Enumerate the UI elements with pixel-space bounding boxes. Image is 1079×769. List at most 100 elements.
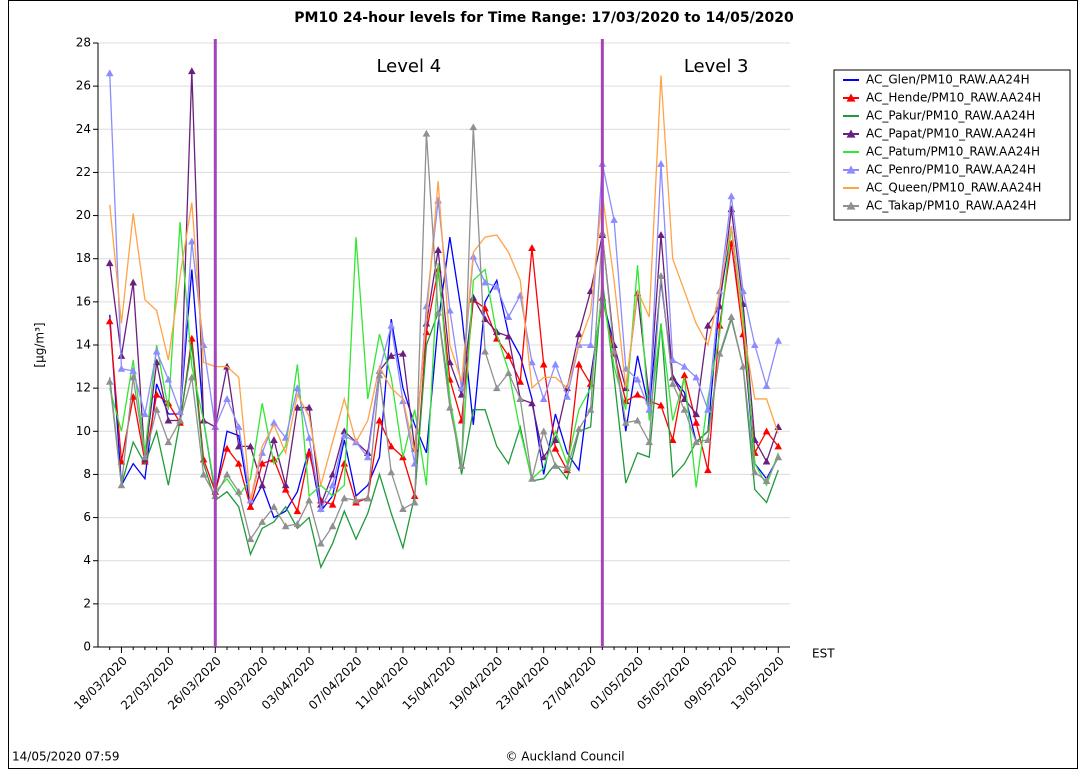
point-marker — [539, 427, 548, 435]
point-marker — [539, 453, 548, 461]
point-marker — [305, 403, 313, 411]
point-marker — [340, 494, 349, 502]
point-marker — [762, 457, 771, 465]
point-marker — [692, 373, 700, 381]
point-marker — [363, 494, 372, 502]
point-marker — [668, 373, 677, 381]
point-marker — [504, 332, 513, 340]
point-marker — [152, 390, 161, 398]
point-marker — [774, 336, 783, 344]
point-marker — [234, 442, 243, 450]
point-marker — [633, 375, 642, 383]
point-marker — [504, 313, 513, 320]
point-marker — [751, 341, 759, 349]
point-marker — [199, 341, 208, 349]
series-line — [109, 75, 779, 501]
point-marker — [410, 498, 419, 506]
point-marker — [610, 347, 618, 355]
y-tick-label: 6 — [83, 510, 91, 524]
y-tick-label: 26 — [76, 79, 91, 93]
point-marker — [516, 291, 525, 299]
legend-marker — [846, 165, 856, 174]
point-marker — [668, 436, 677, 443]
point-marker — [551, 462, 560, 469]
y-tick-label: 22 — [76, 165, 91, 179]
annotation-label: Level 3 — [684, 56, 749, 77]
point-marker — [575, 330, 583, 338]
point-marker — [692, 438, 700, 446]
point-marker — [293, 384, 302, 392]
point-marker — [457, 462, 466, 469]
point-marker — [117, 364, 126, 372]
y-tick-label: 4 — [83, 553, 91, 567]
point-marker — [727, 205, 736, 213]
point-marker — [305, 496, 313, 504]
point-marker — [105, 377, 114, 385]
point-marker — [105, 69, 114, 77]
point-marker — [246, 442, 255, 450]
y-tick-label: 28 — [76, 36, 91, 50]
point-marker — [727, 192, 736, 200]
point-marker — [516, 377, 525, 385]
point-marker — [715, 349, 724, 357]
point-marker — [281, 485, 290, 493]
y-tick-label: 14 — [76, 338, 91, 352]
point-marker — [375, 367, 384, 374]
point-marker — [281, 481, 290, 489]
point-marker — [270, 502, 278, 510]
point-marker — [141, 453, 149, 461]
legend-label: AC_Queen/PM10_RAW.AA24H — [866, 181, 1041, 195]
point-marker — [164, 375, 173, 383]
point-marker — [610, 216, 618, 223]
point-marker — [223, 444, 231, 452]
point-marker — [281, 522, 290, 530]
legend-label: AC_Takap/PM10_RAW.AA24H — [866, 199, 1036, 213]
point-marker — [751, 468, 759, 476]
y-tick-label: 18 — [76, 251, 91, 265]
point-marker — [422, 129, 431, 137]
footer-credit: © Auckland Council — [505, 750, 624, 764]
point-marker — [234, 487, 243, 495]
point-marker — [528, 244, 536, 251]
point-marker — [129, 373, 137, 381]
point-marker — [152, 347, 161, 355]
point-marker — [481, 278, 489, 286]
point-marker — [528, 474, 536, 482]
y-tick-label: 0 — [83, 640, 91, 654]
point-marker — [657, 231, 665, 239]
point-marker — [352, 496, 360, 504]
point-marker — [621, 418, 630, 426]
legend-label: AC_Patum/PM10_RAW.AA24H — [866, 145, 1040, 159]
point-marker — [305, 449, 313, 456]
legend-label: AC_Penro/PM10_RAW.AA24H — [866, 163, 1036, 177]
point-marker — [258, 518, 267, 525]
point-marker — [610, 341, 618, 349]
point-marker — [704, 466, 712, 474]
point-marker — [258, 481, 267, 489]
point-marker — [704, 436, 712, 443]
point-marker — [164, 438, 173, 446]
point-marker — [340, 459, 349, 467]
y-tick-label: 20 — [76, 208, 91, 222]
series-line — [109, 73, 779, 512]
point-marker — [199, 470, 208, 478]
point-marker — [387, 321, 396, 329]
point-marker — [258, 459, 267, 467]
point-marker — [387, 442, 396, 450]
point-marker — [281, 433, 290, 441]
point-marker — [363, 453, 372, 461]
series-line — [109, 71, 779, 505]
point-marker — [516, 395, 525, 402]
point-marker — [305, 433, 313, 441]
point-marker — [317, 539, 325, 547]
point-marker — [129, 278, 137, 286]
point-marker — [293, 403, 302, 411]
point-marker — [539, 360, 548, 368]
legend-label: AC_Pakur/PM10_RAW.AA24H — [866, 109, 1035, 123]
point-marker — [188, 237, 196, 245]
legend-label: AC_Hende/PM10_RAW.AA24H — [866, 91, 1041, 105]
legend-marker — [846, 129, 856, 138]
point-marker — [176, 416, 184, 424]
y-tick-label: 8 — [83, 467, 91, 481]
